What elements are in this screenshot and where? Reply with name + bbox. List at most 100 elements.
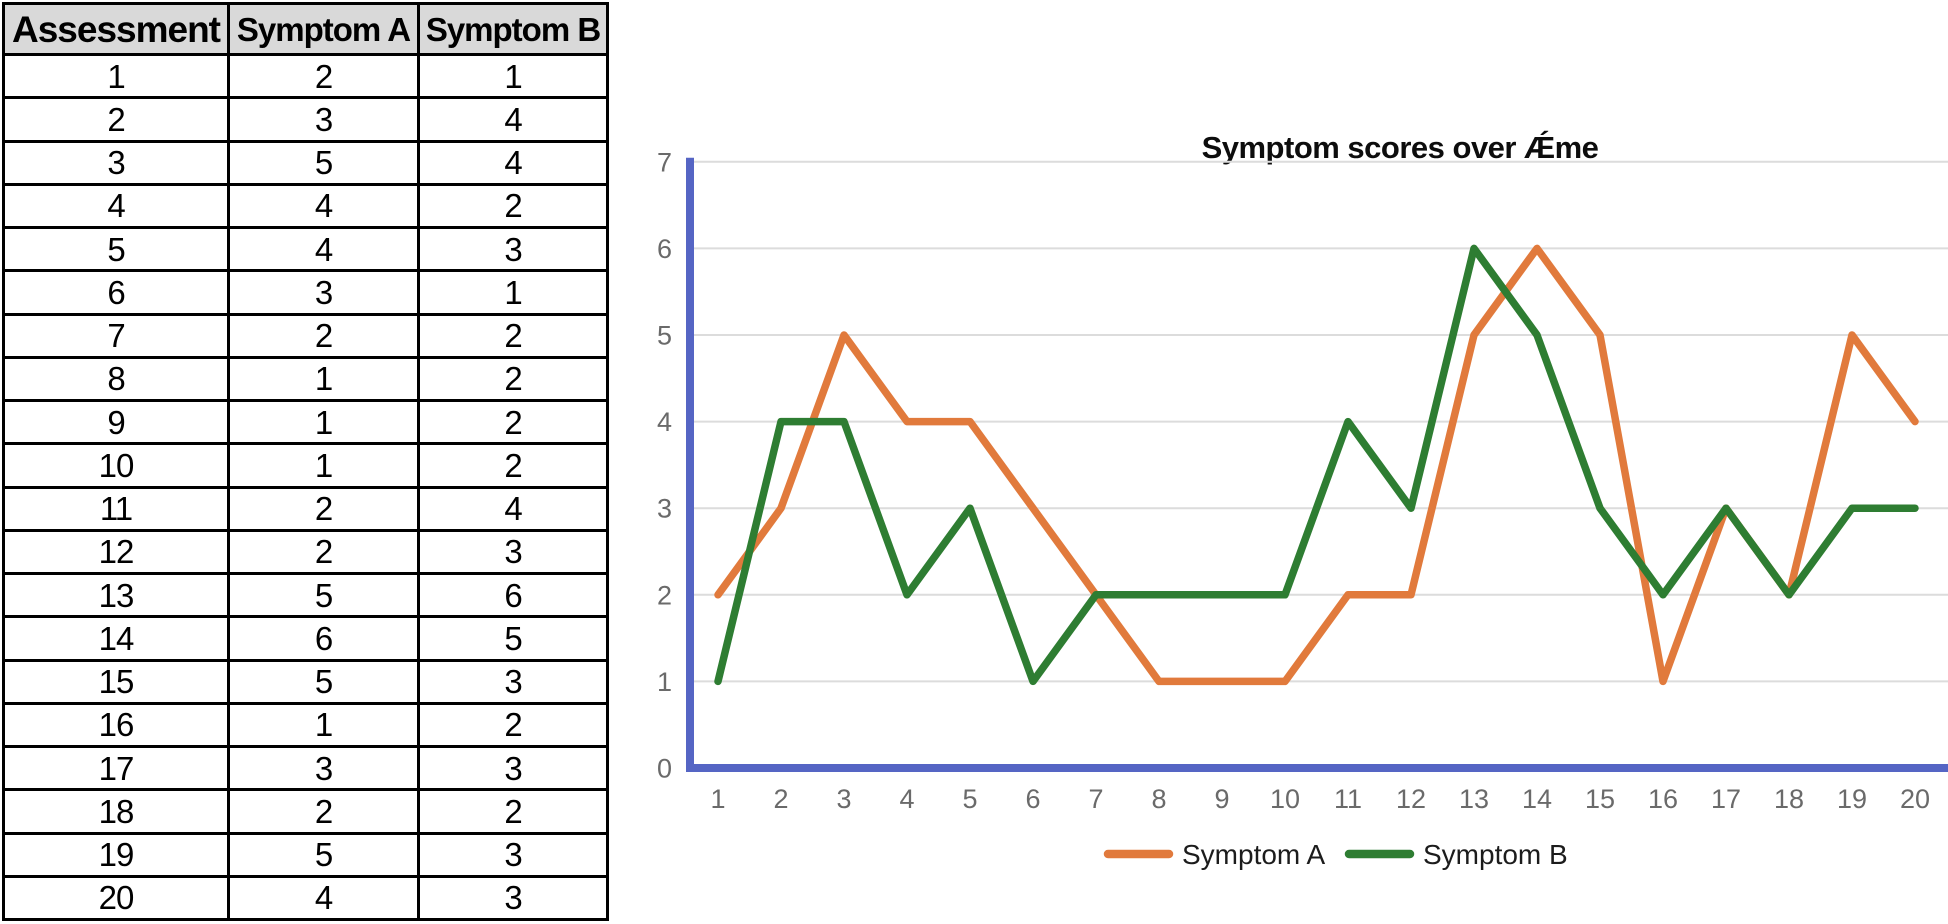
symptom-b-cell: 1 xyxy=(417,52,609,100)
y-tick-label: 6 xyxy=(657,234,672,264)
x-axis-labels: 1 2 3 4 5 6 7 8 9 10 11 12 13 14 15 16 17 18 19 20 xyxy=(710,784,1930,814)
symptom-a-cell: 4 xyxy=(227,225,420,273)
table-row: 20 4 3 xyxy=(2,874,609,922)
x-tick-label: 18 xyxy=(1774,784,1804,814)
x-tick-label: 9 xyxy=(1214,784,1229,814)
y-tick-label: 7 xyxy=(657,147,672,177)
legend-label-symptom-a: Symptom A xyxy=(1182,839,1325,870)
table-row: 16 1 2 xyxy=(2,701,609,749)
assessment-cell: 17 xyxy=(2,744,230,792)
symptom-a-cell: 2 xyxy=(227,52,420,100)
x-tick-label: 4 xyxy=(899,784,914,814)
assessment-cell: 10 xyxy=(2,442,230,489)
y-tick-label: 3 xyxy=(657,494,672,524)
x-tick-label: 13 xyxy=(1459,784,1489,814)
table-header-symptom-b: Symptom B xyxy=(417,2,609,56)
legend: Symptom A Symptom B xyxy=(1103,839,1568,870)
assessment-cell: 20 xyxy=(2,874,230,922)
symptom-b-cell: 3 xyxy=(417,874,609,922)
y-tick-label: 2 xyxy=(657,580,672,610)
symptom-a-cell: 1 xyxy=(227,355,420,403)
symptom-a-cell: 3 xyxy=(227,744,420,792)
legend-item-symptom-a: Symptom A xyxy=(1103,839,1325,870)
symptom-a-cell: 2 xyxy=(227,485,420,532)
table-header-assessment: Assessment xyxy=(2,2,230,56)
symptom-b-cell: 2 xyxy=(417,788,609,835)
symptom-b-cell: 2 xyxy=(417,355,609,403)
x-tick-label: 3 xyxy=(836,784,851,814)
x-tick-label: 7 xyxy=(1088,784,1103,814)
symptom-b-cell: 5 xyxy=(417,615,609,662)
symptom-a-cell: 2 xyxy=(227,312,420,359)
symptom-a-cell: 4 xyxy=(227,874,420,922)
symptom-b-cell: 3 xyxy=(417,658,609,705)
symptom-b-cell: 1 xyxy=(417,269,609,316)
y-tick-label: 0 xyxy=(657,754,672,784)
x-tick-label: 2 xyxy=(773,784,788,814)
symptom-b-cell: 4 xyxy=(417,139,609,186)
legend-item-symptom-b: Symptom B xyxy=(1344,839,1568,870)
symptom-b-cell: 3 xyxy=(417,528,609,576)
symptom-b-cell: 2 xyxy=(417,442,609,489)
x-tick-label: 17 xyxy=(1711,784,1741,814)
symptom-a-cell: 3 xyxy=(227,96,420,143)
assessment-cell: 11 xyxy=(2,485,230,532)
axis-line xyxy=(686,157,1948,772)
assessment-cell: 4 xyxy=(2,182,230,230)
y-axis-labels: 0 1 2 3 4 5 6 7 xyxy=(657,147,672,783)
symptom-b-cell: 2 xyxy=(417,701,609,749)
x-tick-label: 8 xyxy=(1151,784,1166,814)
assessment-cell: 1 xyxy=(2,52,230,100)
table-row: 12 2 3 xyxy=(2,528,609,576)
assessment-cell: 7 xyxy=(2,312,230,359)
assessment-cell: 18 xyxy=(2,788,230,835)
gridlines xyxy=(690,160,1948,683)
table-row: 10 1 2 xyxy=(2,442,609,489)
x-tick-label: 16 xyxy=(1648,784,1678,814)
assessment-cell: 12 xyxy=(2,528,230,576)
x-tick-label: 15 xyxy=(1585,784,1615,814)
symptom-b-cell: 3 xyxy=(417,225,609,273)
series-symptom-a-line xyxy=(714,244,1919,686)
x-tick-label: 5 xyxy=(962,784,977,814)
assessment-cell: 8 xyxy=(2,355,230,403)
table-row: 14 6 5 xyxy=(2,615,609,662)
symptom-a-cell: 1 xyxy=(227,442,420,489)
assessment-cell: 14 xyxy=(2,615,230,662)
table-header-row: Assessment Symptom A Symptom B xyxy=(2,2,609,56)
symptom-b-cell: 3 xyxy=(417,744,609,792)
assessment-cell: 5 xyxy=(2,225,230,273)
symptom-a-cell: 1 xyxy=(227,701,420,749)
chart-title: Symptom scores over Ǽme xyxy=(1201,130,1599,165)
symptom-a-cell: 6 xyxy=(227,615,420,662)
symptom-a-cell: 1 xyxy=(227,398,420,446)
table-row: 18 2 2 xyxy=(2,788,609,835)
assessment-cell: 15 xyxy=(2,658,230,705)
x-tick-label: 11 xyxy=(1334,784,1362,814)
symptom-b-cell: 2 xyxy=(417,182,609,230)
table-row: 15 5 3 xyxy=(2,658,609,705)
assessment-cell: 3 xyxy=(2,139,230,186)
symptom-b-cell: 6 xyxy=(417,571,609,619)
x-tick-label: 14 xyxy=(1522,784,1552,814)
assessment-cell: 6 xyxy=(2,269,230,316)
symptom-b-cell: 4 xyxy=(417,96,609,143)
symptom-b-cell: 2 xyxy=(417,398,609,446)
assessment-cell: 19 xyxy=(2,831,230,878)
symptom-b-cell: 3 xyxy=(417,831,609,878)
assessment-cell: 16 xyxy=(2,701,230,749)
table-body: 1 2 1 2 3 4 3 5 4 4 4 2 5 4 3 6 3 1 7 2 2 8 1 2 9 1 2 10 1 2 11 2 4 12 2 3 1… xyxy=(2,52,609,922)
y-tick-label: 5 xyxy=(657,321,672,351)
symptom-a-cell: 2 xyxy=(227,528,420,576)
symptom-a-cell: 4 xyxy=(227,182,420,230)
